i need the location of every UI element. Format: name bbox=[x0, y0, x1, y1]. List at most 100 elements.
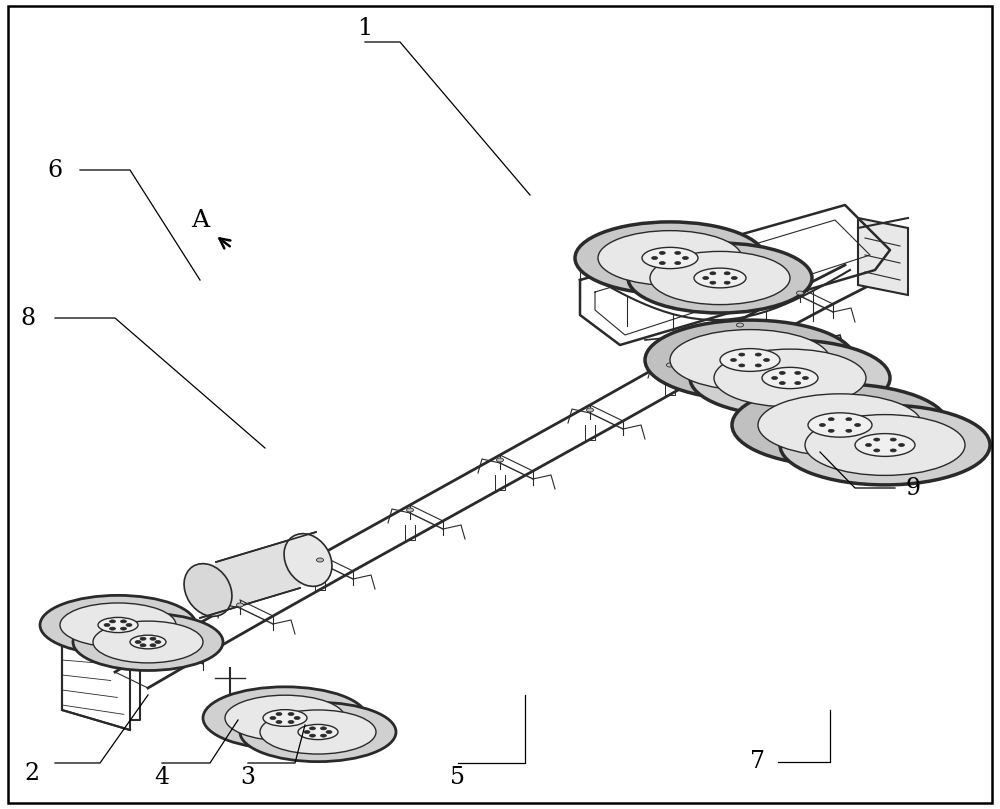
Ellipse shape bbox=[575, 222, 765, 294]
Ellipse shape bbox=[104, 624, 110, 626]
Text: 2: 2 bbox=[24, 763, 40, 786]
Ellipse shape bbox=[126, 624, 132, 626]
Ellipse shape bbox=[855, 434, 915, 456]
Ellipse shape bbox=[855, 423, 861, 426]
Ellipse shape bbox=[808, 413, 872, 437]
Text: A: A bbox=[191, 209, 209, 231]
Ellipse shape bbox=[320, 734, 326, 737]
Ellipse shape bbox=[150, 644, 156, 646]
Ellipse shape bbox=[724, 282, 730, 284]
Ellipse shape bbox=[288, 721, 294, 723]
Ellipse shape bbox=[755, 364, 761, 367]
Ellipse shape bbox=[730, 358, 736, 362]
Ellipse shape bbox=[755, 353, 761, 356]
Ellipse shape bbox=[298, 724, 338, 739]
Ellipse shape bbox=[694, 268, 746, 288]
Ellipse shape bbox=[326, 731, 332, 734]
Ellipse shape bbox=[670, 329, 830, 391]
Ellipse shape bbox=[866, 443, 872, 447]
Ellipse shape bbox=[40, 595, 196, 654]
Ellipse shape bbox=[598, 231, 742, 286]
Ellipse shape bbox=[795, 371, 801, 375]
Ellipse shape bbox=[98, 617, 138, 633]
Ellipse shape bbox=[736, 323, 744, 327]
Ellipse shape bbox=[260, 710, 376, 754]
Ellipse shape bbox=[225, 695, 345, 741]
Text: 7: 7 bbox=[750, 751, 766, 773]
Ellipse shape bbox=[93, 621, 203, 663]
Ellipse shape bbox=[724, 272, 730, 275]
Ellipse shape bbox=[304, 731, 310, 734]
Text: 8: 8 bbox=[20, 307, 36, 329]
Ellipse shape bbox=[772, 376, 778, 379]
Ellipse shape bbox=[184, 564, 232, 616]
Ellipse shape bbox=[710, 272, 716, 275]
Ellipse shape bbox=[780, 405, 990, 485]
Ellipse shape bbox=[846, 430, 852, 432]
Ellipse shape bbox=[703, 277, 709, 279]
Ellipse shape bbox=[659, 252, 665, 255]
Ellipse shape bbox=[276, 721, 282, 723]
Ellipse shape bbox=[316, 558, 324, 562]
Ellipse shape bbox=[890, 449, 896, 452]
Ellipse shape bbox=[650, 252, 790, 305]
Ellipse shape bbox=[732, 384, 948, 466]
Ellipse shape bbox=[310, 734, 316, 737]
Text: 4: 4 bbox=[154, 766, 170, 790]
Ellipse shape bbox=[739, 353, 745, 356]
Ellipse shape bbox=[846, 417, 852, 421]
Ellipse shape bbox=[628, 243, 812, 313]
Ellipse shape bbox=[294, 717, 300, 719]
Ellipse shape bbox=[237, 603, 244, 607]
Ellipse shape bbox=[898, 443, 904, 447]
Ellipse shape bbox=[406, 508, 414, 512]
Ellipse shape bbox=[288, 713, 294, 715]
Ellipse shape bbox=[710, 282, 716, 284]
Ellipse shape bbox=[874, 449, 880, 452]
Ellipse shape bbox=[796, 291, 804, 295]
Ellipse shape bbox=[203, 687, 367, 749]
Ellipse shape bbox=[276, 713, 282, 715]
Ellipse shape bbox=[120, 620, 126, 623]
Ellipse shape bbox=[140, 644, 146, 646]
Ellipse shape bbox=[642, 248, 698, 269]
Polygon shape bbox=[858, 218, 908, 295]
Ellipse shape bbox=[795, 382, 801, 384]
Ellipse shape bbox=[720, 349, 780, 371]
Ellipse shape bbox=[150, 637, 156, 640]
Ellipse shape bbox=[802, 376, 808, 379]
Ellipse shape bbox=[586, 408, 594, 412]
Text: 6: 6 bbox=[47, 159, 63, 181]
Ellipse shape bbox=[779, 371, 785, 375]
Ellipse shape bbox=[496, 458, 504, 462]
Ellipse shape bbox=[659, 261, 665, 265]
Ellipse shape bbox=[310, 726, 316, 730]
Ellipse shape bbox=[320, 726, 326, 730]
Ellipse shape bbox=[110, 620, 116, 623]
Ellipse shape bbox=[155, 641, 161, 643]
Ellipse shape bbox=[762, 367, 818, 388]
Ellipse shape bbox=[758, 394, 922, 456]
Ellipse shape bbox=[731, 277, 737, 279]
Polygon shape bbox=[200, 532, 316, 618]
Ellipse shape bbox=[130, 635, 166, 649]
Ellipse shape bbox=[675, 261, 681, 265]
Ellipse shape bbox=[828, 430, 834, 432]
Ellipse shape bbox=[284, 534, 332, 587]
Ellipse shape bbox=[819, 423, 825, 426]
Ellipse shape bbox=[714, 349, 866, 407]
Ellipse shape bbox=[120, 627, 126, 630]
Ellipse shape bbox=[652, 256, 658, 260]
Ellipse shape bbox=[110, 627, 116, 630]
Ellipse shape bbox=[666, 363, 674, 367]
Ellipse shape bbox=[270, 717, 276, 719]
Ellipse shape bbox=[140, 637, 146, 640]
Ellipse shape bbox=[135, 641, 141, 643]
Ellipse shape bbox=[764, 358, 770, 362]
Text: 9: 9 bbox=[905, 477, 921, 499]
Ellipse shape bbox=[73, 613, 223, 671]
Ellipse shape bbox=[739, 364, 745, 367]
Ellipse shape bbox=[805, 414, 965, 476]
Polygon shape bbox=[800, 335, 858, 415]
Ellipse shape bbox=[675, 252, 681, 255]
